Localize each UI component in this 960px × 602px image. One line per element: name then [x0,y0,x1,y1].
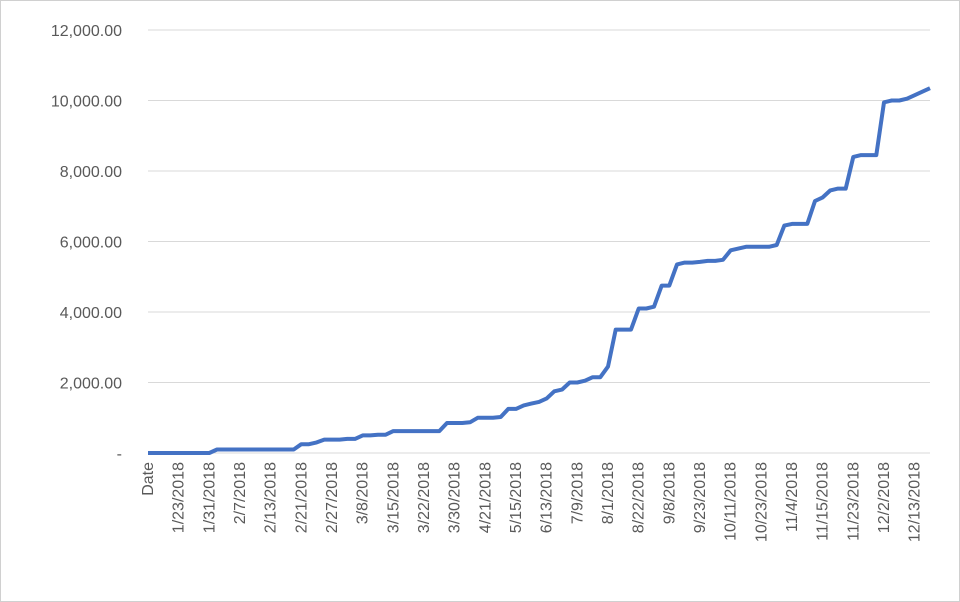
x-tick-label: 3/8/2018 [355,462,372,524]
x-tick-label: 8/1/2018 [600,462,617,524]
x-tick-label: 4/21/2018 [477,462,494,533]
x-tick-label: 2/21/2018 [293,462,310,533]
x-tick-label: 11/15/2018 [815,462,832,541]
data-line [148,86,931,455]
x-tick-label: 9/8/2018 [661,462,678,524]
x-tick-label: 12/13/2018 [907,462,924,542]
y-tick-label: 12,000.00 [51,23,122,40]
y-tick-label: - [117,446,122,463]
x-tick-label: 2/7/2018 [232,462,249,524]
x-tick-label: 2/27/2018 [324,462,341,533]
x-tick-label: 1/31/2018 [201,462,218,533]
x-tick-label: 3/30/2018 [447,462,464,533]
x-tick-label: 2/13/2018 [263,462,280,533]
x-tick-label: 3/15/2018 [385,462,402,533]
x-tick-label: 8/22/2018 [631,462,648,533]
x-tick-label: 9/23/2018 [692,462,709,533]
x-tick-label: 1/23/2018 [171,462,188,533]
y-tick-label: 10,000.00 [51,94,122,111]
x-tick-label: 10/23/2018 [753,462,770,542]
x-tick-label: 11/23/2018 [845,462,862,541]
x-tick-label: 5/15/2018 [508,462,525,533]
y-tick-label: 2,000.00 [60,376,122,393]
y-tick-label: 6,000.00 [60,235,122,252]
x-tick-label: 10/11/2018 [723,462,740,541]
x-tick-label: 11/4/2018 [784,462,801,532]
x-tick-label: 3/22/2018 [416,462,433,533]
x-tick-label: Date [140,462,157,496]
x-tick-label: 7/9/2018 [569,462,586,524]
x-tick-label: 6/13/2018 [539,462,556,533]
y-tick-label: 8,000.00 [60,164,122,181]
y-tick-label: 4,000.00 [60,305,122,322]
x-tick-label: 12/2/2018 [876,462,893,533]
